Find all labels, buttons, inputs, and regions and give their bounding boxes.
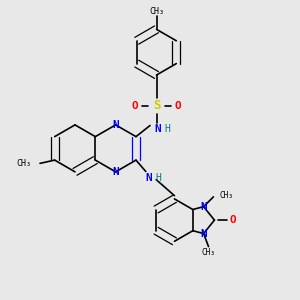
Text: N: N: [155, 124, 161, 134]
Text: CH₃: CH₃: [149, 7, 164, 16]
Text: O: O: [132, 101, 139, 111]
Text: N: N: [146, 173, 152, 183]
Text: O: O: [230, 215, 237, 225]
Text: O: O: [174, 101, 181, 111]
Text: N: N: [200, 202, 207, 212]
Text: CH₃: CH₃: [17, 159, 32, 168]
Text: N: N: [112, 120, 119, 130]
Text: CH₃: CH₃: [219, 191, 233, 200]
Text: CH₃: CH₃: [202, 248, 215, 257]
Text: N: N: [200, 229, 207, 238]
Text: S: S: [153, 100, 160, 112]
Text: H: H: [164, 124, 170, 134]
Text: N: N: [112, 167, 119, 177]
Text: H: H: [155, 173, 161, 183]
